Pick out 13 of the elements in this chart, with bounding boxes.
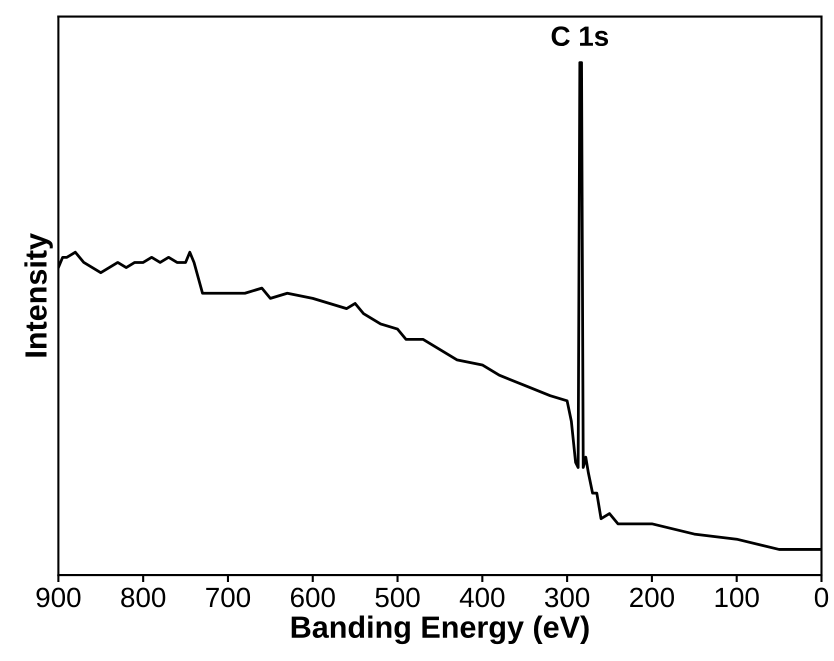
x-tick-label: 200 (630, 588, 674, 608)
annotation: C 1s (552, 26, 608, 46)
x-tick-label: 700 (206, 588, 250, 608)
y-axis-title: Intensity (24, 233, 53, 357)
x-tick-label: 800 (121, 588, 166, 608)
x-tick-label: 100 (716, 588, 759, 608)
x-tick-label: 600 (290, 588, 335, 608)
x-tick-label: 300 (545, 588, 590, 608)
x-tick-label: 500 (375, 588, 420, 608)
x-tick-label: 0 (814, 588, 828, 608)
x-axis-title: Banding Energy (eV) (292, 616, 589, 644)
x-tick-label: 400 (460, 588, 504, 608)
x-tick-label: 900 (36, 588, 80, 608)
